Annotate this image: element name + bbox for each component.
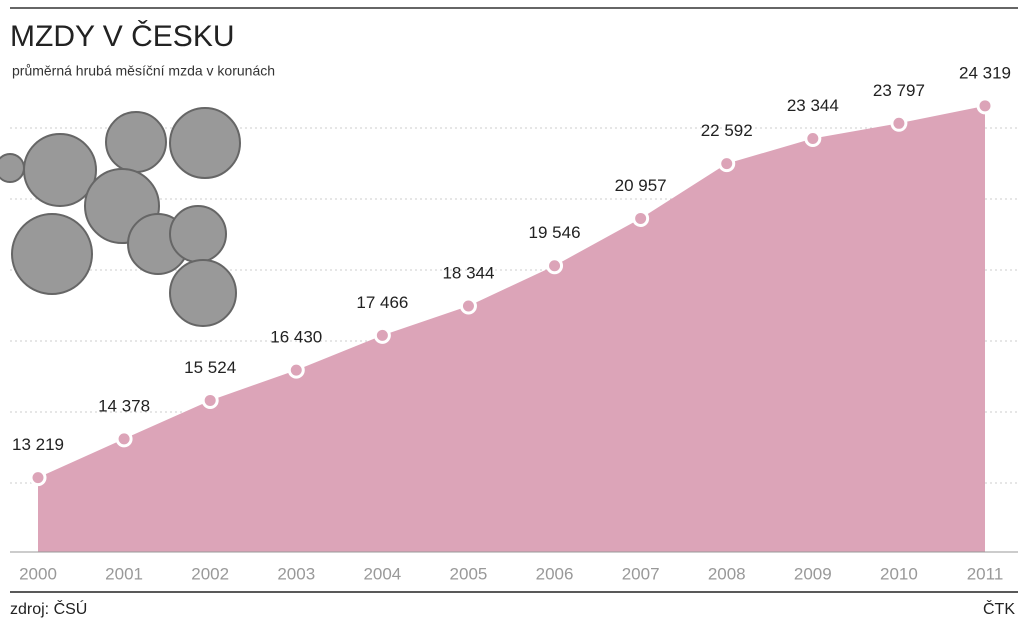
marker bbox=[115, 430, 133, 448]
x-tick-label: 2006 bbox=[536, 564, 574, 583]
marker bbox=[201, 391, 219, 409]
marker bbox=[29, 469, 47, 487]
value-label: 22 592 bbox=[701, 121, 753, 140]
x-tick-label: 2002 bbox=[191, 564, 229, 583]
chart-subtitle: průměrná hrubá měsíční mzda v korunách bbox=[12, 63, 275, 79]
x-tick-label: 2000 bbox=[19, 564, 57, 583]
value-label: 20 957 bbox=[615, 176, 667, 195]
credit: ČTK bbox=[983, 599, 1015, 618]
marker bbox=[632, 209, 650, 227]
marker bbox=[459, 297, 477, 315]
value-label: 13 219 bbox=[12, 435, 64, 454]
x-tick-label: 2001 bbox=[105, 564, 143, 583]
value-label: 17 466 bbox=[356, 293, 408, 312]
x-tick-label: 2003 bbox=[277, 564, 315, 583]
value-label: 23 797 bbox=[873, 81, 925, 100]
value-label: 16 430 bbox=[270, 328, 322, 347]
x-tick-label: 2004 bbox=[363, 564, 401, 583]
value-label: 23 344 bbox=[787, 96, 839, 115]
value-label: 19 546 bbox=[529, 223, 581, 242]
x-tick-label: 2007 bbox=[622, 564, 660, 583]
value-label: 18 344 bbox=[442, 263, 494, 282]
marker bbox=[976, 97, 994, 115]
value-label: 14 378 bbox=[98, 396, 150, 415]
x-tick-label: 2010 bbox=[880, 564, 918, 583]
marker bbox=[287, 361, 305, 379]
marker bbox=[373, 326, 391, 344]
area bbox=[38, 105, 985, 552]
chart-title: MZDY V ČESKU bbox=[10, 19, 235, 53]
x-tick-label: 2009 bbox=[794, 564, 832, 583]
marker bbox=[718, 155, 736, 173]
coins bbox=[0, 107, 241, 327]
x-tick-label: 2005 bbox=[450, 564, 488, 583]
marker bbox=[890, 114, 908, 132]
x-tick-label: 2011 bbox=[967, 564, 1004, 583]
marker bbox=[804, 129, 822, 147]
value-label: 24 319 bbox=[959, 63, 1011, 82]
marker bbox=[546, 257, 564, 275]
x-tick-label: 2008 bbox=[708, 564, 746, 583]
source: zdroj: ČSÚ bbox=[10, 599, 87, 618]
value-label: 15 524 bbox=[184, 358, 236, 377]
